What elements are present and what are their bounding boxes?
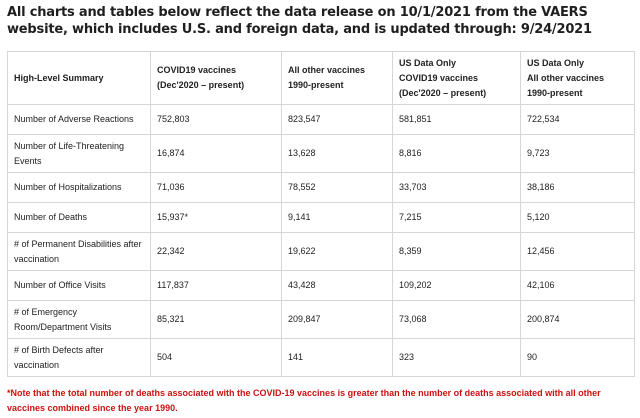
cell-us-other: 200,874 [520,300,635,339]
cell-us-other: 722,534 [520,104,635,135]
table-row: Number of Office Visits 117,837 43,428 1… [7,270,635,301]
cell-covid: 15,937* [150,202,282,233]
header-other: All other vaccines 1990-present [281,51,393,105]
row-label: Number of Life-Threatening Events [7,134,151,173]
cell-other: 141 [281,338,393,377]
row-label: Number of Office Visits [7,270,151,301]
cell-us-covid: 73,068 [392,300,521,339]
cell-covid: 85,321 [150,300,282,339]
row-label: Number of Adverse Reactions [7,104,151,135]
cell-us-covid: 33,703 [392,172,521,203]
summary-table-container: High-Level Summary COVID19 vaccines (Dec… [7,51,635,377]
cell-us-covid: 323 [392,338,521,377]
cell-covid: 504 [150,338,282,377]
cell-other: 13,628 [281,134,393,173]
cell-us-other: 9,723 [520,134,635,173]
table-row: # of Emergency Room/Department Visits 85… [7,300,635,339]
header-line: COVID19 vaccines [399,72,479,83]
cell-us-covid: 7,215 [392,202,521,233]
row-label: # of Emergency Room/Department Visits [7,300,151,339]
cell-covid: 752,803 [150,104,282,135]
cell-covid: 16,874 [150,134,282,173]
header-line: COVID19 vaccines [157,65,237,75]
header-line: US Data Only [399,57,457,68]
header-summary: High-Level Summary [7,51,151,105]
cell-us-covid: 109,202 [392,270,521,301]
row-label: # of Birth Defects after vaccination [7,338,151,377]
header-line: High-Level Summary [14,72,104,83]
table-row: Number of Life-Threatening Events 16,874… [7,134,635,173]
header-line: 1990-present [527,87,583,98]
header-line: 1990-present [288,80,344,90]
row-label: Number of Deaths [7,202,151,233]
cell-us-covid: 8,359 [392,232,521,271]
header-line: (Dec'2020 – present) [399,87,487,98]
cell-us-other: 42,106 [520,270,635,301]
cell-covid: 117,837 [150,270,282,301]
cell-other: 19,622 [281,232,393,271]
header-line: US Data Only [527,57,585,68]
header-us-other: US Data Only All other vaccines 1990-pre… [520,51,635,105]
header-line: All other vaccines [288,65,366,75]
table-row: Number of Hospitalizations 71,036 78,552… [7,172,635,203]
cell-us-other: 90 [520,338,635,377]
cell-us-other: 12,456 [520,232,635,271]
cell-other: 823,547 [281,104,393,135]
header-line: (Dec'2020 – present) [157,80,245,90]
header-line: All other vaccines [527,72,605,83]
header-covid: COVID19 vaccines (Dec'2020 – present) [150,51,282,105]
cell-us-covid: 581,851 [392,104,521,135]
table-row: Number of Adverse Reactions 752,803 823,… [7,104,635,135]
cell-us-other: 5,120 [520,202,635,233]
table-row: # of Permanent Disabilities after vaccin… [7,232,635,271]
cell-other: 209,847 [281,300,393,339]
table-row: Number of Deaths 15,937* 9,141 7,215 5,1… [7,202,635,233]
page-heading: All charts and tables below reflect the … [7,5,592,37]
row-label: # of Permanent Disabilities after vaccin… [7,232,151,271]
footnote-text: *Note that the total number of deaths as… [7,388,601,413]
header-us-covid: US Data Only COVID19 vaccines (Dec'2020 … [392,51,521,105]
cell-other: 43,428 [281,270,393,301]
cell-other: 9,141 [281,202,393,233]
vaers-summary-table: High-Level Summary COVID19 vaccines (Dec… [7,51,635,377]
cell-covid: 22,342 [150,232,282,271]
cell-other: 78,552 [281,172,393,203]
table-header-row: High-Level Summary COVID19 vaccines (Dec… [7,51,635,105]
cell-us-covid: 8,816 [392,134,521,173]
cell-us-other: 38,186 [520,172,635,203]
row-label: Number of Hospitalizations [7,172,151,203]
table-row: # of Birth Defects after vaccination 504… [7,338,635,377]
cell-covid: 71,036 [150,172,282,203]
